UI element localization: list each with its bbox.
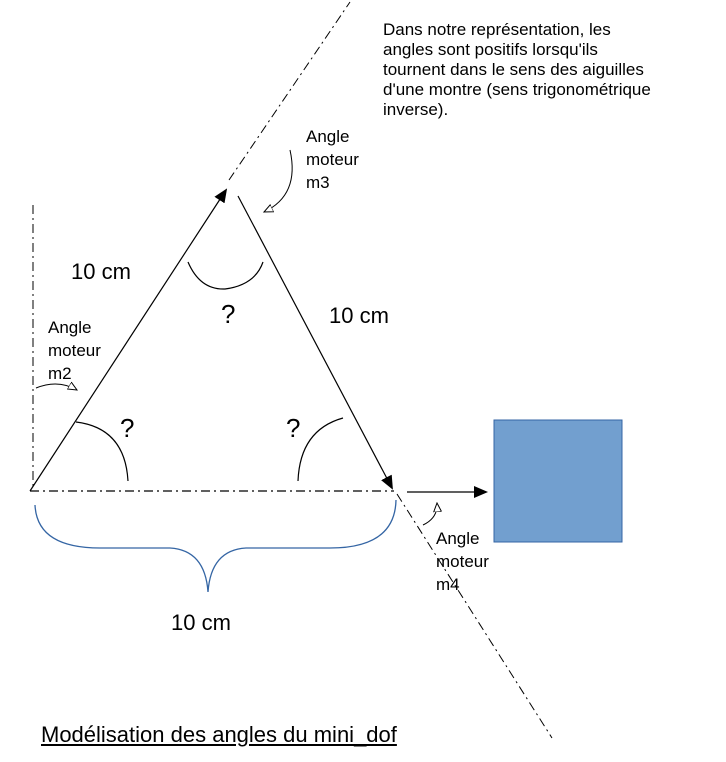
motor-m3-rotation-arrow xyxy=(264,149,293,212)
note-line: inverse). xyxy=(383,100,449,119)
left-side-arrow xyxy=(29,188,228,492)
extension-line-top xyxy=(228,1,351,181)
motor-m2-label: Angle moteur m2 xyxy=(48,318,101,383)
motor-m3-line: m3 xyxy=(306,173,330,192)
motor-m3-line: moteur xyxy=(306,150,359,169)
side-right-label: 10 cm xyxy=(329,303,389,328)
motor-m4-rotation-arrow xyxy=(422,503,437,526)
figure-caption: Modélisation des angles du mini_dof xyxy=(41,722,397,747)
note-line: Dans notre représentation, les xyxy=(383,20,611,39)
side-base-label: 10 cm xyxy=(171,610,231,635)
angle-top-question: ? xyxy=(221,299,235,329)
motor-m2-rotation-arrow xyxy=(35,384,77,390)
angle-left-question: ? xyxy=(120,413,134,443)
angle-arc-right xyxy=(297,417,344,482)
angle-arc-top xyxy=(187,261,264,290)
angle-arc-left xyxy=(75,421,129,482)
side-left-label: 10 cm xyxy=(71,259,131,284)
note-line: d'une montre (sens trigonométrique xyxy=(383,80,651,99)
motor-m4-line: m4 xyxy=(436,575,460,594)
motor-m2-line: moteur xyxy=(48,341,101,360)
convention-note: Dans notre représentation, les angles so… xyxy=(383,20,718,120)
note-line: angles sont positifs lorsqu'ils xyxy=(383,40,598,59)
motor-m2-line: m2 xyxy=(48,364,72,383)
motor-m2-line: Angle xyxy=(48,318,91,337)
end-effector-square xyxy=(493,419,623,543)
motor-m3-label: Angle moteur m3 xyxy=(306,127,359,192)
right-side-arrow xyxy=(237,195,393,490)
motor-m4-label: Angle moteur m4 xyxy=(436,529,489,594)
motor-m3-line: Angle xyxy=(306,127,349,146)
motor-m4-line: moteur xyxy=(436,552,489,571)
note-line: tournent dans le sens des aiguilles xyxy=(383,60,644,79)
angle-right-question: ? xyxy=(286,413,300,443)
motor-m4-line: Angle xyxy=(436,529,479,548)
base-brace xyxy=(34,499,397,593)
